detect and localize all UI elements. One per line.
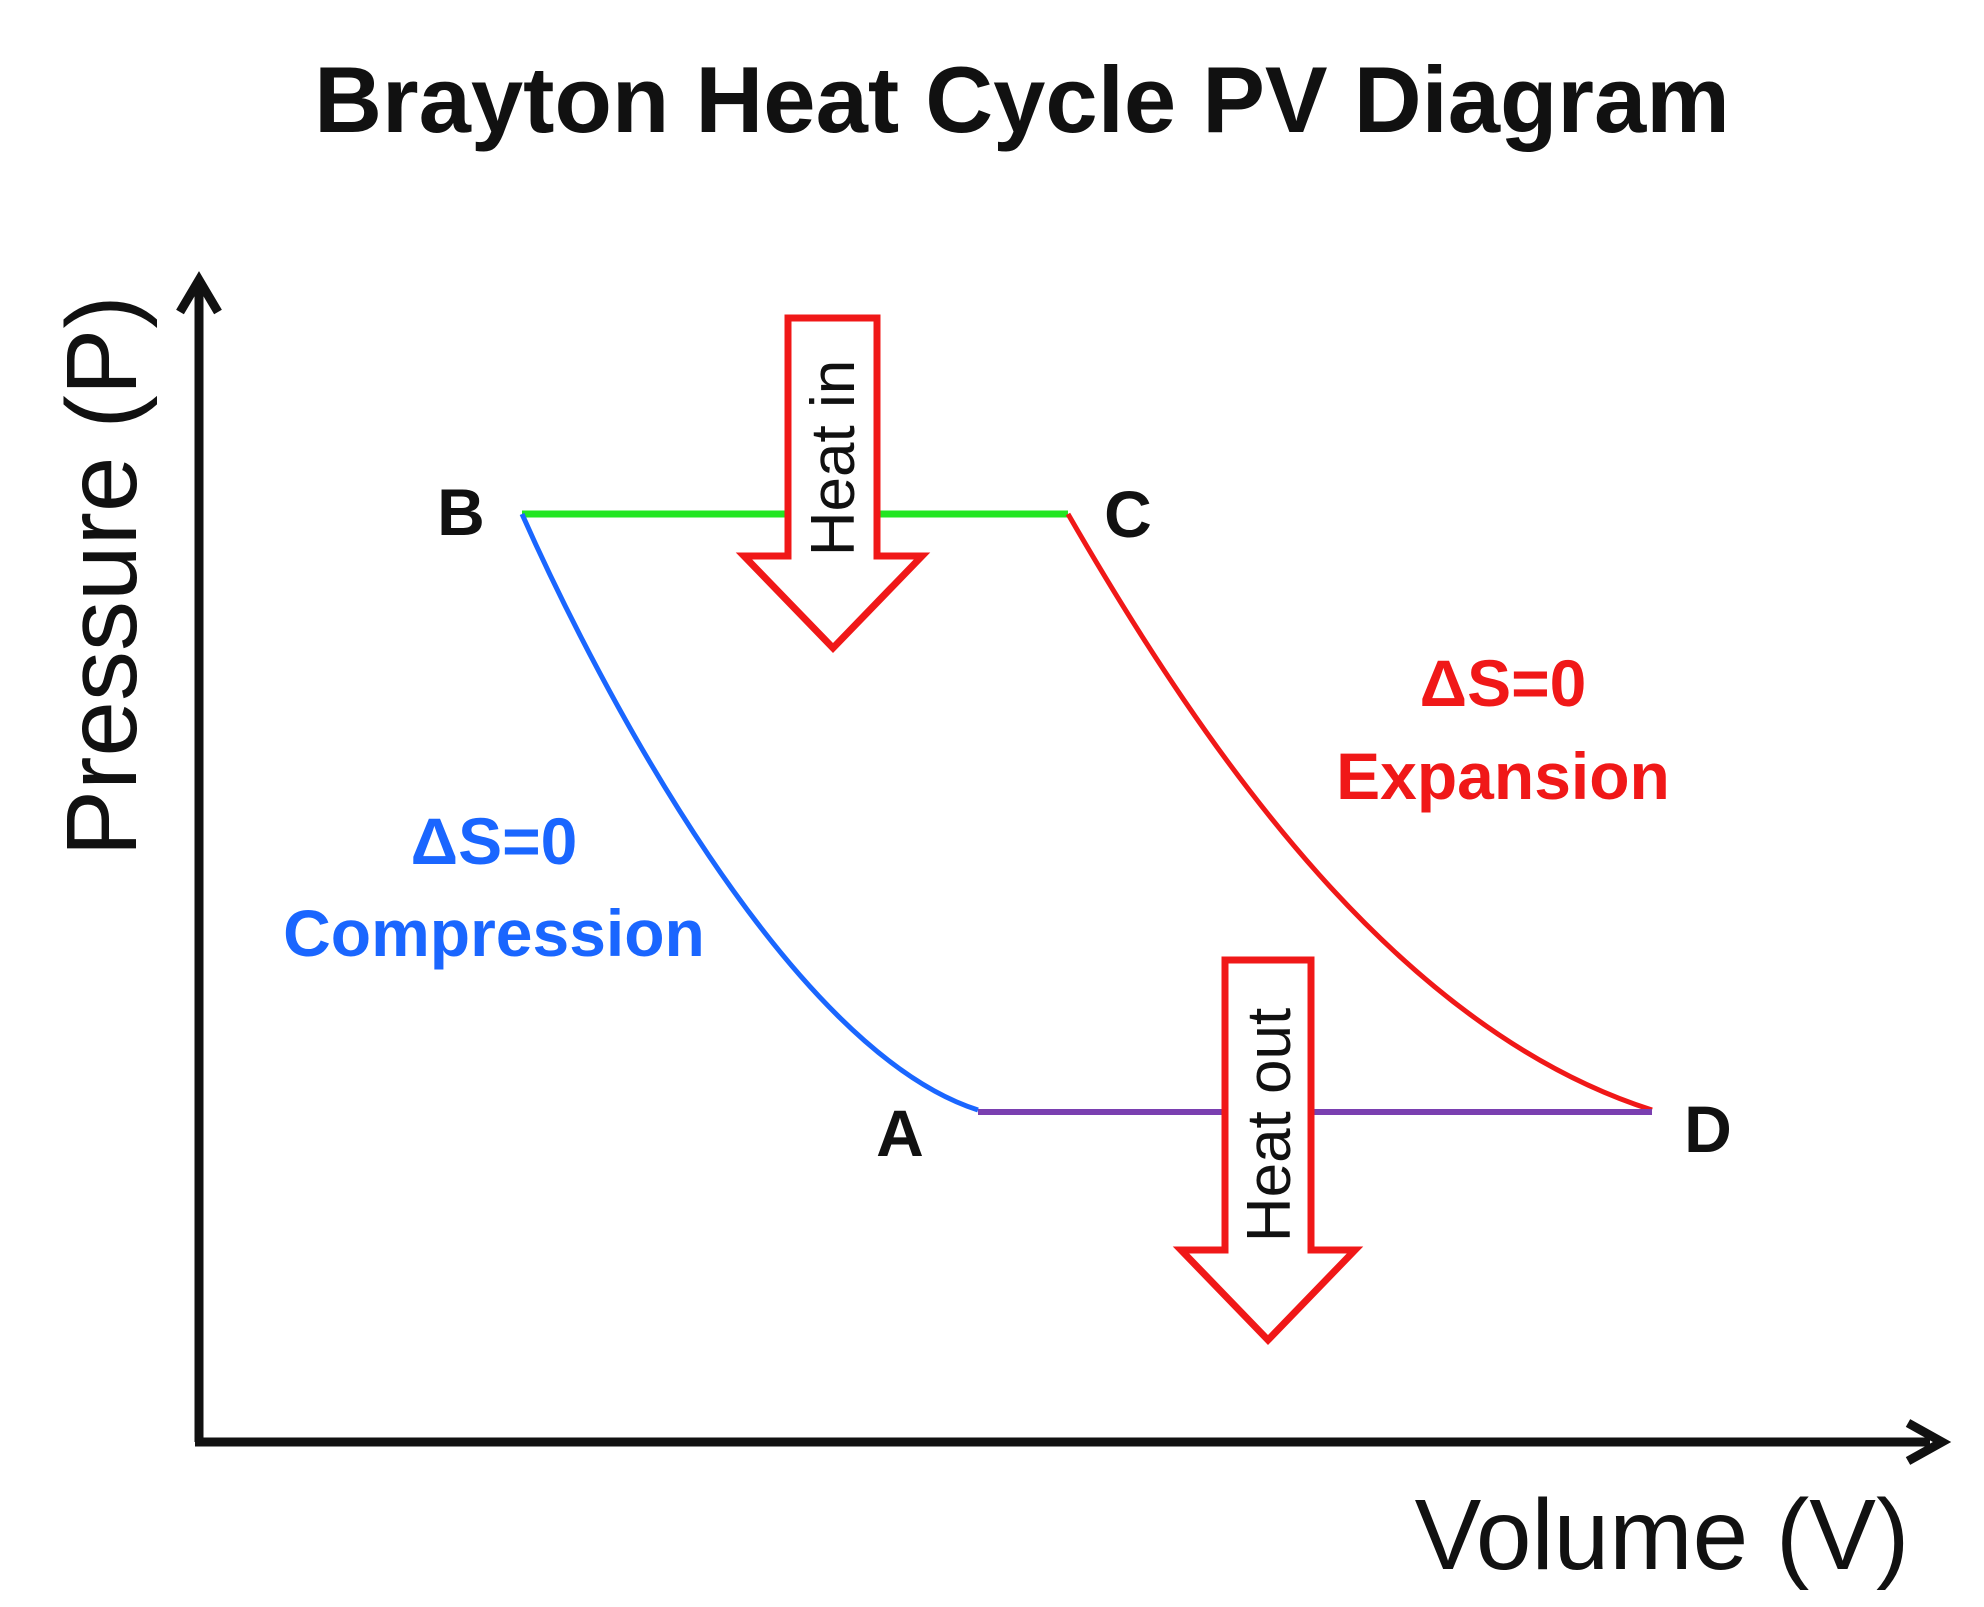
x-axis-label: Volume (V) (1415, 1479, 1910, 1591)
axes: Pressure (P) Volume (V) (46, 271, 1952, 1591)
point-label-a: A (876, 1096, 924, 1170)
expansion-label: Expansion (1336, 739, 1670, 813)
point-label-c: C (1104, 477, 1152, 551)
y-axis-label: Pressure (P) (46, 295, 158, 856)
y-axis-arrowhead (176, 271, 222, 315)
compression-annotation: ΔS=0 Compression (283, 804, 705, 970)
heat-in-arrow-shape (735, 314, 931, 654)
compression-label: Compression (283, 896, 705, 970)
x-axis-arrowhead (1905, 1419, 1952, 1465)
process-a-b-curve (519, 512, 979, 1113)
compression-delta-label: ΔS=0 (411, 804, 578, 878)
heat-in-arrow: Heat in (735, 314, 931, 654)
point-label-b: B (437, 475, 485, 549)
expansion-delta-label: ΔS=0 (1420, 646, 1587, 720)
heat-out-arrow-shape (1172, 956, 1364, 1346)
process-c-d-curve (1065, 512, 1653, 1113)
heat-in-label: Heat in (799, 360, 868, 556)
point-label-d: D (1684, 1092, 1732, 1166)
expansion-annotation: ΔS=0 Expansion (1336, 646, 1670, 813)
heat-out-label: Heat out (1235, 1008, 1304, 1242)
diagram-title: Brayton Heat Cycle PV Diagram (314, 47, 1730, 152)
state-point-labels: B C A D (437, 475, 1732, 1170)
cycle-paths (519, 510, 1653, 1115)
heat-out-arrow: Heat out (1172, 956, 1364, 1346)
